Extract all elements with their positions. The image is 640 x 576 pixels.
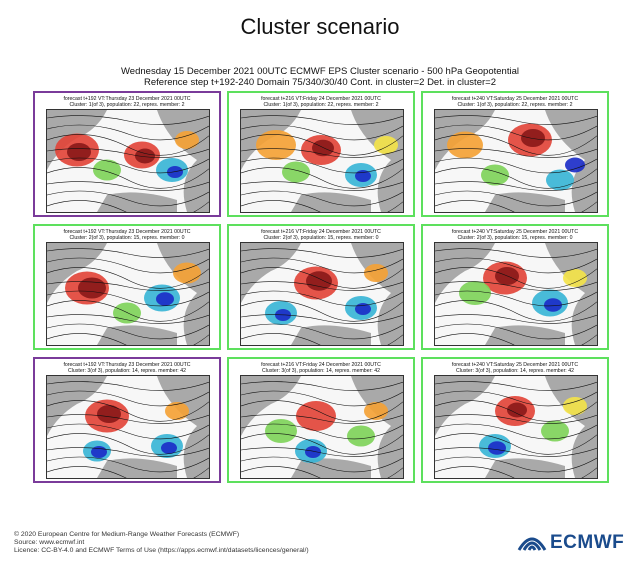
panel-label: forecast t+192 VT:Thursday 23 December 2… bbox=[35, 229, 219, 241]
geopotential-map bbox=[240, 109, 404, 213]
panel-label: forecast t+240 VT:Saturday 25 December 2… bbox=[423, 96, 607, 108]
panel-cluster-line: Cluster: 1(of 3), population: 22, repres… bbox=[69, 102, 185, 109]
panel-cluster-line: Cluster: 3(of 3), population: 14, repres… bbox=[68, 368, 186, 375]
cluster-panel: forecast t+192 VT:Thursday 23 December 2… bbox=[33, 91, 221, 217]
ecmwf-logo: ECMWF bbox=[516, 530, 628, 554]
footer-copyright: © 2020 European Centre for Medium-Range … bbox=[14, 531, 240, 538]
geopotential-map bbox=[240, 375, 404, 479]
panel-cluster-line: Cluster: 3(of 3), population: 14, repres… bbox=[262, 368, 380, 375]
panel-forecast-line: forecast t+192 VT:Thursday 23 December 2… bbox=[63, 96, 191, 102]
panel-label: forecast t+216 VT:Friday 24 December 202… bbox=[229, 229, 413, 241]
cluster-panel: forecast t+240 VT:Saturday 25 December 2… bbox=[421, 91, 609, 217]
cluster-panel: forecast t+216 VT:Friday 24 December 202… bbox=[227, 224, 415, 350]
geopotential-map bbox=[46, 109, 210, 213]
cluster-panel: forecast t+192 VT:Thursday 23 December 2… bbox=[33, 357, 221, 483]
panel-label: forecast t+240 VT:Saturday 25 December 2… bbox=[423, 229, 607, 241]
panel-cluster-line: Cluster: 1(of 3), population: 22, repres… bbox=[457, 102, 573, 109]
cluster-panel: forecast t+192 VT:Thursday 23 December 2… bbox=[33, 224, 221, 350]
footer-licence: Licence: CC-BY-4.0 and ECMWF Terms of Us… bbox=[14, 547, 309, 554]
header-line-2: Reference step t+192-240 Domain 75/340/3… bbox=[144, 77, 496, 88]
panel-cluster-line: Cluster: 1(of 3), population: 22, repres… bbox=[263, 102, 379, 109]
cluster-panel-grid: forecast t+192 VT:Thursday 23 December 2… bbox=[33, 91, 609, 483]
footer-source: Source: www.ecmwf.int bbox=[14, 539, 85, 546]
cluster-panel: forecast t+216 VT:Friday 24 December 202… bbox=[227, 357, 415, 483]
panel-label: forecast t+216 VT:Friday 24 December 202… bbox=[229, 96, 413, 108]
panel-label: forecast t+216 VT:Friday 24 December 202… bbox=[229, 362, 413, 374]
geopotential-map bbox=[434, 109, 598, 213]
cluster-panel: forecast t+240 VT:Saturday 25 December 2… bbox=[421, 357, 609, 483]
panel-forecast-line: forecast t+192 VT:Thursday 23 December 2… bbox=[63, 362, 191, 368]
header-line-1: Wednesday 15 December 2021 00UTC ECMWF E… bbox=[121, 66, 519, 77]
cluster-panel: forecast t+240 VT:Saturday 25 December 2… bbox=[421, 224, 609, 350]
panel-label: forecast t+192 VT:Thursday 23 December 2… bbox=[35, 96, 219, 108]
panel-cluster-line: Cluster: 2(of 3), population: 15, repres… bbox=[69, 235, 185, 242]
panel-label: forecast t+192 VT:Thursday 23 December 2… bbox=[35, 362, 219, 374]
panel-forecast-line: forecast t+240 VT:Saturday 25 December 2… bbox=[451, 96, 579, 102]
panel-forecast-line: forecast t+240 VT:Saturday 25 December 2… bbox=[451, 362, 579, 368]
ecmwf-logo-text: ECMWF bbox=[550, 532, 625, 553]
panel-forecast-line: forecast t+192 VT:Thursday 23 December 2… bbox=[63, 229, 191, 235]
panel-cluster-line: Cluster: 3(of 3), population: 14, repres… bbox=[456, 368, 574, 375]
panel-forecast-line: forecast t+216 VT:Friday 24 December 202… bbox=[261, 362, 381, 368]
ecmwf-logo-icon bbox=[517, 537, 547, 551]
geopotential-map bbox=[434, 242, 598, 346]
panel-forecast-line: forecast t+216 VT:Friday 24 December 202… bbox=[261, 96, 381, 102]
panel-label: forecast t+240 VT:Saturday 25 December 2… bbox=[423, 362, 607, 374]
panel-forecast-line: forecast t+216 VT:Friday 24 December 202… bbox=[261, 229, 381, 235]
geopotential-map bbox=[434, 375, 598, 479]
panel-cluster-line: Cluster: 2(of 3), population: 15, repres… bbox=[457, 235, 573, 242]
panel-forecast-line: forecast t+240 VT:Saturday 25 December 2… bbox=[451, 229, 579, 235]
geopotential-map bbox=[46, 242, 210, 346]
cluster-panel: forecast t+216 VT:Friday 24 December 202… bbox=[227, 91, 415, 217]
page-title: Cluster scenario bbox=[240, 14, 400, 39]
geopotential-map bbox=[240, 242, 404, 346]
panel-cluster-line: Cluster: 2(of 3), population: 15, repres… bbox=[263, 235, 379, 242]
geopotential-map bbox=[46, 375, 210, 479]
